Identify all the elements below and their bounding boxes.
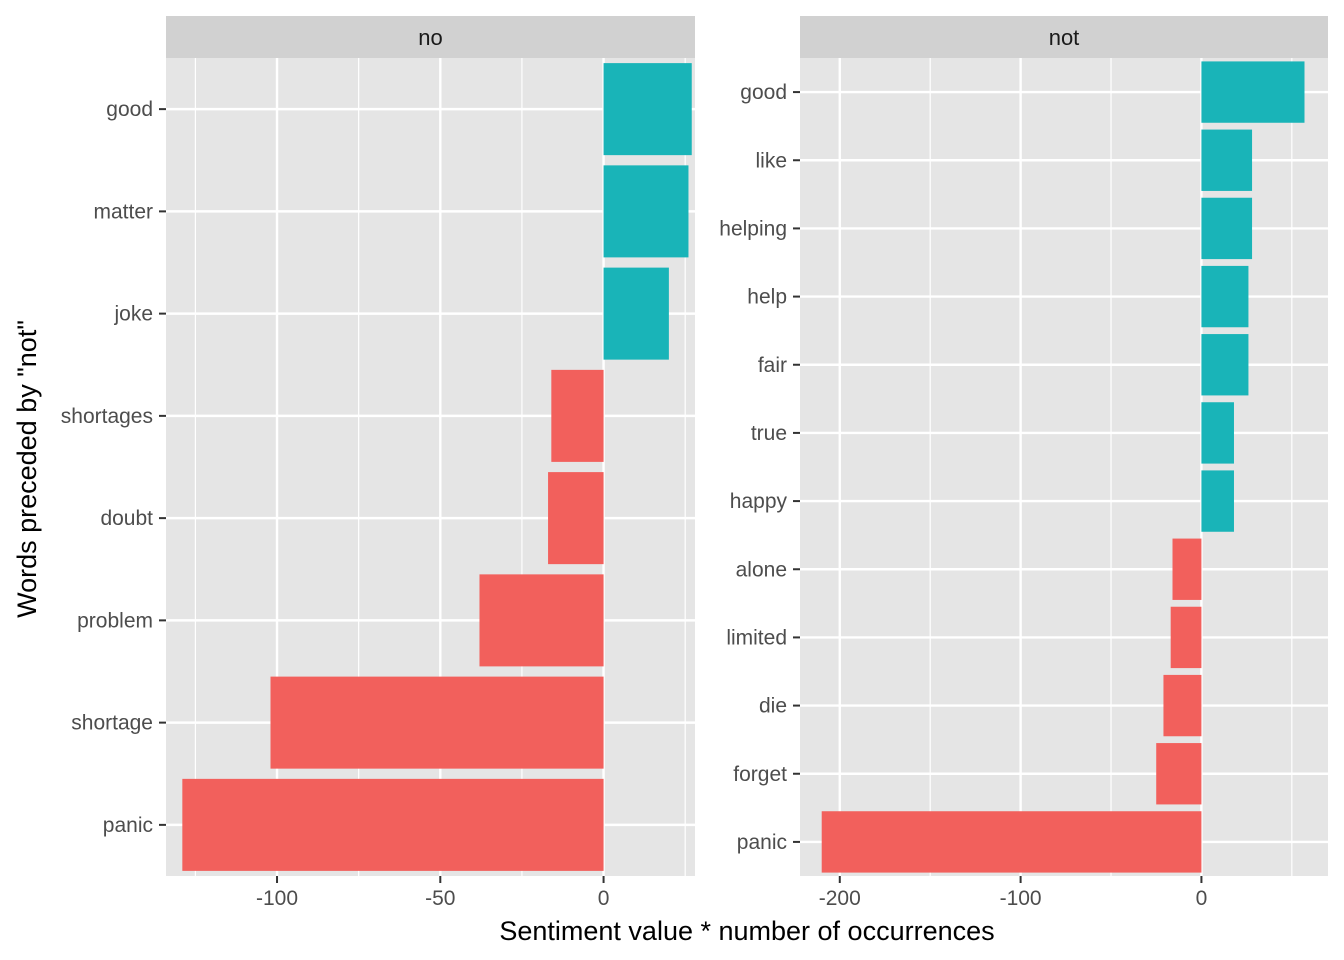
y-tick-label: problem <box>77 609 153 632</box>
panel-background <box>800 58 1328 876</box>
facet-panel-no: no good matter joke shortages doubt problem sho… <box>61 16 695 910</box>
y-tick-label: joke <box>113 303 153 326</box>
y-tick-label: shortage <box>71 712 153 735</box>
y-tick-label: die <box>759 695 787 718</box>
bar-forget <box>1156 743 1202 805</box>
facet-strip <box>800 16 1328 58</box>
x-tick-label: -50 <box>425 887 455 910</box>
bar-limited <box>1170 606 1202 669</box>
bar-doubt <box>548 472 604 565</box>
bar-help <box>1201 265 1249 328</box>
y-tick-label: forget <box>733 763 787 786</box>
y-tick-label: help <box>747 286 787 309</box>
bar-panic <box>821 811 1202 873</box>
x-tick-label: -100 <box>256 887 298 910</box>
y-tick-label: like <box>755 149 787 172</box>
x-tick-label: -100 <box>1000 887 1042 910</box>
y-tick-label: panic <box>103 814 153 837</box>
y-tick-label: fair <box>758 354 787 377</box>
x-axis-title: Sentiment value * number of occurrences <box>499 916 994 946</box>
bar-like <box>1201 129 1253 191</box>
facets-layer: no good matter joke shortages doubt problem sho… <box>61 16 1328 910</box>
bar-true <box>1201 402 1234 464</box>
y-tick-label: happy <box>730 490 788 513</box>
bar-matter <box>603 165 689 258</box>
bar-problem <box>479 574 604 667</box>
y-axis-title: Words preceded by "not" <box>12 320 42 618</box>
facet-panel-not: not good like helping help fair true happy alone… <box>719 16 1328 910</box>
bar-good <box>603 63 692 156</box>
bar-good <box>1201 61 1305 123</box>
y-tick-label: doubt <box>100 507 153 530</box>
x-tick-label: 0 <box>1196 887 1208 910</box>
y-tick-label: shortages <box>61 405 153 428</box>
y-tick-label: matter <box>93 200 153 223</box>
y-tick-label: good <box>106 98 153 121</box>
bar-fair <box>1201 334 1249 396</box>
facet-strip-label: not <box>1049 25 1080 50</box>
y-tick-label: true <box>751 422 787 445</box>
bar-shortage <box>270 676 604 769</box>
bar-die <box>1163 674 1202 737</box>
x-tick-label: 0 <box>598 887 610 910</box>
bar-panic <box>182 778 604 871</box>
facet-strip <box>166 16 695 58</box>
bar-helping <box>1201 197 1253 260</box>
bar-happy <box>1201 470 1234 532</box>
y-tick-label: limited <box>726 626 787 649</box>
y-tick-label: good <box>740 81 787 104</box>
bar-joke <box>603 267 669 360</box>
x-tick-label: -200 <box>819 887 861 910</box>
bar-alone <box>1172 538 1202 600</box>
y-tick-label: panic <box>737 831 787 854</box>
y-tick-label: helping <box>719 217 787 240</box>
facet-strip-label: no <box>418 25 442 50</box>
bar-shortages <box>551 369 604 462</box>
y-tick-label: alone <box>736 558 787 581</box>
